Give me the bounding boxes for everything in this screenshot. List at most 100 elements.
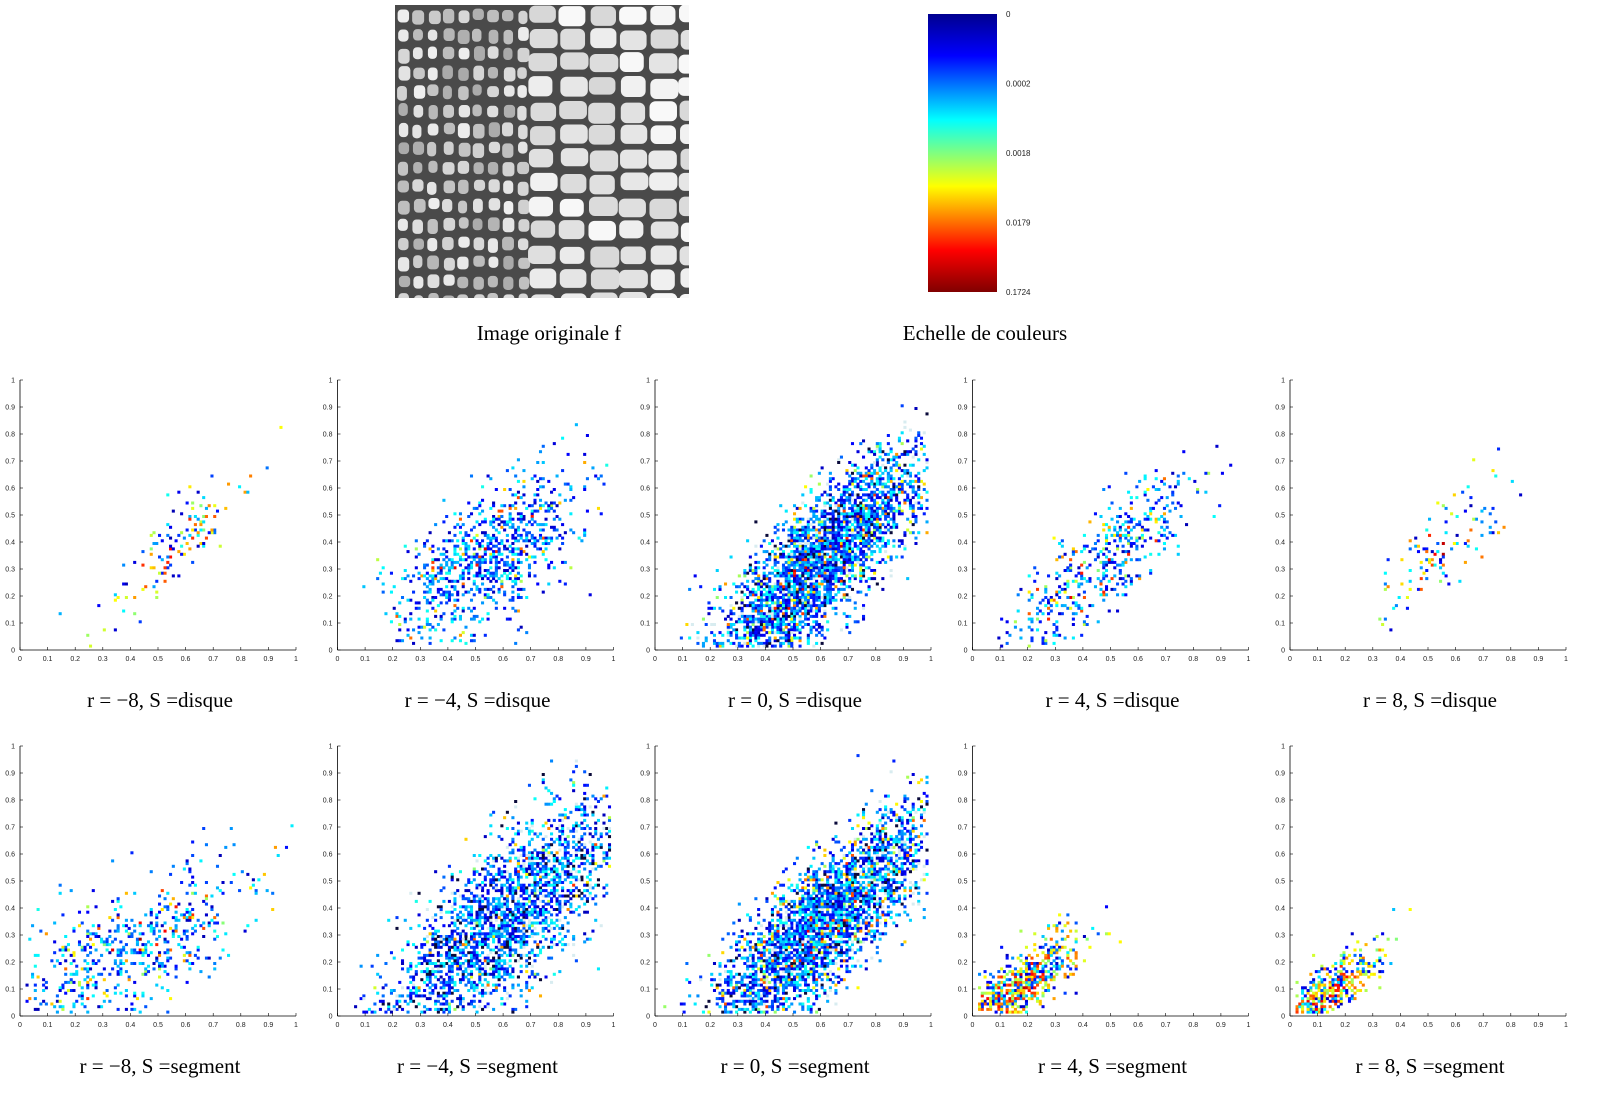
density-cell bbox=[881, 493, 885, 497]
density-cell bbox=[36, 1007, 40, 1011]
density-cell bbox=[555, 837, 559, 841]
density-cell bbox=[1433, 563, 1437, 567]
density-cell bbox=[158, 929, 162, 933]
density-cell bbox=[801, 569, 805, 572]
density-cell bbox=[743, 571, 747, 575]
density-cell bbox=[856, 558, 860, 562]
density-cell bbox=[461, 542, 465, 545]
density-cell bbox=[1093, 512, 1097, 516]
density-cell bbox=[862, 504, 866, 508]
density-cell bbox=[257, 878, 261, 882]
density-cell bbox=[533, 883, 537, 887]
cell bbox=[529, 268, 557, 289]
density-cell bbox=[486, 856, 490, 860]
density-cell bbox=[881, 450, 885, 454]
density-cell bbox=[100, 953, 104, 957]
density-cell bbox=[97, 935, 101, 938]
density-cell bbox=[602, 886, 606, 890]
density-cell bbox=[848, 547, 852, 551]
density-cell bbox=[561, 943, 565, 947]
density-cell bbox=[544, 835, 548, 839]
density-cell bbox=[547, 504, 551, 508]
density-cell bbox=[516, 905, 520, 909]
density-cell bbox=[787, 633, 791, 637]
density-cell bbox=[1077, 566, 1081, 570]
density-cell bbox=[591, 794, 595, 798]
density-cell bbox=[188, 918, 192, 922]
density-cell bbox=[1207, 471, 1211, 475]
density-cell bbox=[191, 891, 195, 895]
density-cell bbox=[113, 962, 117, 965]
density-cell bbox=[572, 783, 576, 787]
density-cell bbox=[447, 579, 451, 583]
density-cell bbox=[196, 490, 200, 494]
density-cell bbox=[831, 531, 835, 535]
density-cell bbox=[185, 980, 189, 984]
density-cell bbox=[541, 875, 545, 879]
density-cell bbox=[1030, 628, 1034, 632]
density-cell bbox=[834, 520, 838, 524]
density-cell bbox=[815, 531, 819, 535]
density-cell bbox=[1058, 585, 1062, 589]
density-cell bbox=[158, 894, 162, 898]
density-cell bbox=[44, 932, 48, 936]
density-cell bbox=[834, 536, 838, 540]
density-cell bbox=[450, 986, 454, 990]
density-cell bbox=[547, 506, 551, 510]
density-cell bbox=[180, 913, 184, 917]
density-cell bbox=[862, 542, 866, 545]
density-cell bbox=[842, 542, 846, 545]
density-cell bbox=[563, 854, 567, 857]
density-cell bbox=[746, 636, 750, 640]
density-cell bbox=[467, 547, 471, 551]
density-cell bbox=[754, 577, 758, 581]
density-cell bbox=[831, 552, 835, 556]
density-cell bbox=[89, 967, 93, 971]
density-cell bbox=[177, 490, 181, 494]
x-tick-label: 0.7 bbox=[208, 1022, 218, 1029]
cell bbox=[679, 100, 689, 121]
cell bbox=[559, 101, 587, 120]
density-cell bbox=[834, 517, 838, 521]
density-cell bbox=[146, 970, 151, 974]
density-cell bbox=[569, 905, 573, 909]
density-cell bbox=[133, 951, 137, 955]
density-cell bbox=[864, 555, 868, 559]
density-cell bbox=[169, 544, 173, 548]
density-cell bbox=[754, 620, 758, 624]
density-cell bbox=[812, 593, 816, 597]
density-cell bbox=[83, 967, 87, 971]
density-cell bbox=[116, 964, 120, 968]
density-cell bbox=[508, 932, 512, 936]
y-tick-label: 0.2 bbox=[5, 594, 15, 601]
density-cell bbox=[925, 466, 929, 470]
density-cell bbox=[925, 520, 929, 524]
density-cell bbox=[1463, 560, 1467, 564]
density-cell bbox=[541, 477, 545, 481]
density-cell bbox=[425, 609, 429, 613]
density-cell bbox=[823, 596, 827, 599]
density-cell bbox=[1229, 463, 1233, 467]
density-cell bbox=[809, 555, 813, 559]
density-cell bbox=[834, 598, 838, 602]
density-cell bbox=[500, 975, 504, 979]
density-cell bbox=[492, 864, 496, 868]
cell bbox=[588, 196, 618, 217]
density-cell bbox=[895, 485, 899, 489]
density-cell bbox=[757, 612, 761, 616]
density-cell bbox=[732, 641, 736, 645]
density-cell bbox=[815, 569, 819, 572]
density-cell bbox=[823, 517, 827, 521]
density-cell bbox=[254, 889, 258, 893]
density-cell bbox=[862, 493, 866, 497]
density-cell bbox=[1488, 525, 1492, 529]
y-tick-label: 0 bbox=[11, 648, 15, 655]
density-cell bbox=[574, 829, 578, 833]
y-tick-label: 0.1 bbox=[958, 621, 968, 628]
density-cell bbox=[83, 959, 87, 963]
density-cell bbox=[837, 531, 841, 535]
density-cell bbox=[762, 641, 766, 645]
density-cell bbox=[748, 628, 752, 632]
density-cell bbox=[508, 945, 512, 949]
density-cell bbox=[798, 536, 802, 540]
